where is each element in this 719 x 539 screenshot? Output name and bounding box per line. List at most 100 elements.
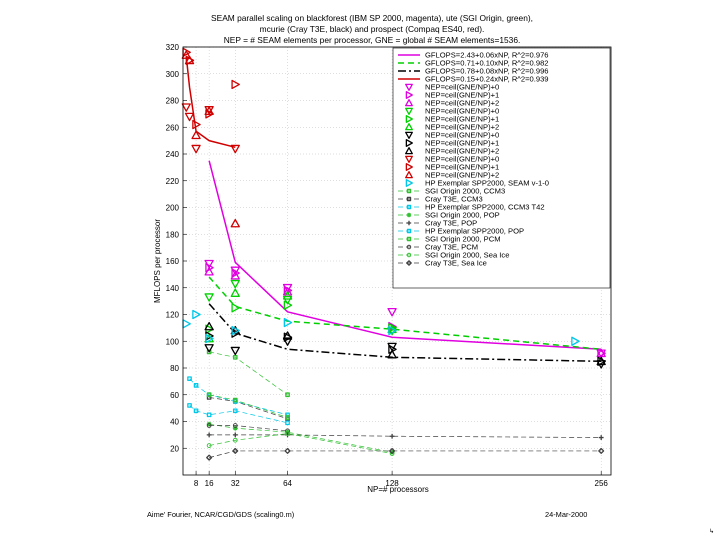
data-point [231,325,240,336]
data-point [204,293,214,302]
model-point [285,415,290,420]
y-tick-label: 40 [170,418,179,427]
model-point [206,395,212,400]
model-point [232,425,238,431]
data-point [230,218,240,228]
data-point [282,337,293,346]
model-point [598,447,605,454]
legend-swatch [405,123,413,131]
model-point [232,354,238,360]
x-tick-label: 8 [194,479,199,488]
data-point [230,266,240,276]
legend-entry: Cray T3E, CCM3 [425,195,483,204]
data-point [191,130,201,140]
data-point [571,336,580,346]
model-point [232,447,239,454]
data-point [282,283,293,293]
title-line-1: SEAM parallel scaling on blackforest (IB… [211,13,533,23]
data-point [230,144,240,154]
legend-entry: GFLOPS=0.78+0.08xNP, R^2=0.996 [425,67,549,76]
legend-swatch [406,252,412,258]
y-tick-label: 180 [166,230,180,239]
model-point [389,433,395,439]
model-point [206,454,213,461]
model-line [209,423,393,453]
model-point [206,443,212,448]
legend-entry: HP Exemplar SPP2000, CCM3 T42 [425,203,545,212]
legend-swatch [406,212,412,218]
data-point [388,325,397,336]
legend-swatch [405,131,413,139]
legend-swatch [405,179,413,187]
data-point [387,349,397,359]
legend-swatch [406,188,412,194]
legend-swatch [405,163,413,171]
y-tick-label: 100 [166,337,180,346]
model-point [206,432,212,438]
data-point [387,342,397,352]
data-point [204,344,214,353]
model-line [209,450,602,458]
model-line [209,425,288,432]
y-tick-label: 280 [166,97,180,106]
fit-line [208,303,602,363]
legend-entry: NEP=ceil(GNE/NP)+2 [425,171,499,180]
model-point [285,431,290,436]
x-tick-label: 64 [283,479,292,488]
data-point [181,103,191,112]
title-line-3: NEP = # SEAM elements per processor, GNE… [224,35,521,45]
model-point [232,437,238,443]
legend-entry: Cray T3E, POP [425,219,477,228]
data-point [282,295,293,305]
legend-swatch [405,139,413,147]
model-point [389,449,395,455]
model-point [232,408,238,414]
model-point [232,432,238,438]
data-point [184,55,195,65]
fit-line [208,160,602,351]
legend: GFLOPS=2.43+0.06xNP, R^2=0.976GFLOPS=0.7… [392,47,611,289]
legend-entry: SGI Origin 2000, Sea Ice [425,251,509,260]
fit-line [208,276,602,351]
chart-title: SEAM parallel scaling on blackforest (IB… [211,13,533,45]
footer-author: Aime' Fourier, NCAR/CGD/GDS (scaling0.m) [147,510,294,519]
model-series [187,349,605,461]
y-tick-label: 260 [166,123,180,132]
plot-frame [182,46,612,476]
model-point [193,383,199,388]
legend-entry: NEP=ceil(GNE/NP)+1 [425,139,499,148]
footer-date: 24-Mar-2000 [545,510,587,519]
legend-entry: NEP=ceil(GNE/NP)+0 [425,155,499,164]
legend-entry: NEP=ceil(GNE/NP)+2 [425,147,499,156]
legend-entry: HP Exemplar SPP2000, POP [425,227,524,236]
legend-entry: Cray T3E, PCM [425,243,478,252]
model-point [285,429,290,435]
legend-swatch [405,147,413,155]
x-tick-label: 128 [385,479,399,488]
legend-entry: SGI Origin 2000, CCM3 [425,187,505,196]
model-point [187,403,192,408]
model-line [209,394,288,418]
legend-entry: GFLOPS=0.71+0.10xNP, R^2=0.982 [425,59,549,68]
model-point [285,392,290,398]
data-point [204,267,214,276]
y-tick-label: 240 [166,150,180,159]
x-tick-label: 32 [231,479,240,488]
model-point [187,376,192,382]
data-point [192,309,201,320]
legend-swatch [406,260,412,266]
model-point [285,420,290,426]
legend-swatch [406,236,412,242]
legend-swatch [405,91,413,99]
data-point [181,50,191,59]
legend-entry: GFLOPS=2.43+0.06xNP, R^2=0.976 [425,51,549,60]
data-point [192,119,201,130]
model-point [389,447,396,454]
legend-entry: NEP=ceil(GNE/NP)+1 [425,91,499,100]
x-axis-label: NP=# processors [367,485,429,494]
data-point [283,317,293,328]
model-line [209,351,288,396]
legend-swatch [405,171,413,179]
y-tick-label: 140 [166,284,180,293]
